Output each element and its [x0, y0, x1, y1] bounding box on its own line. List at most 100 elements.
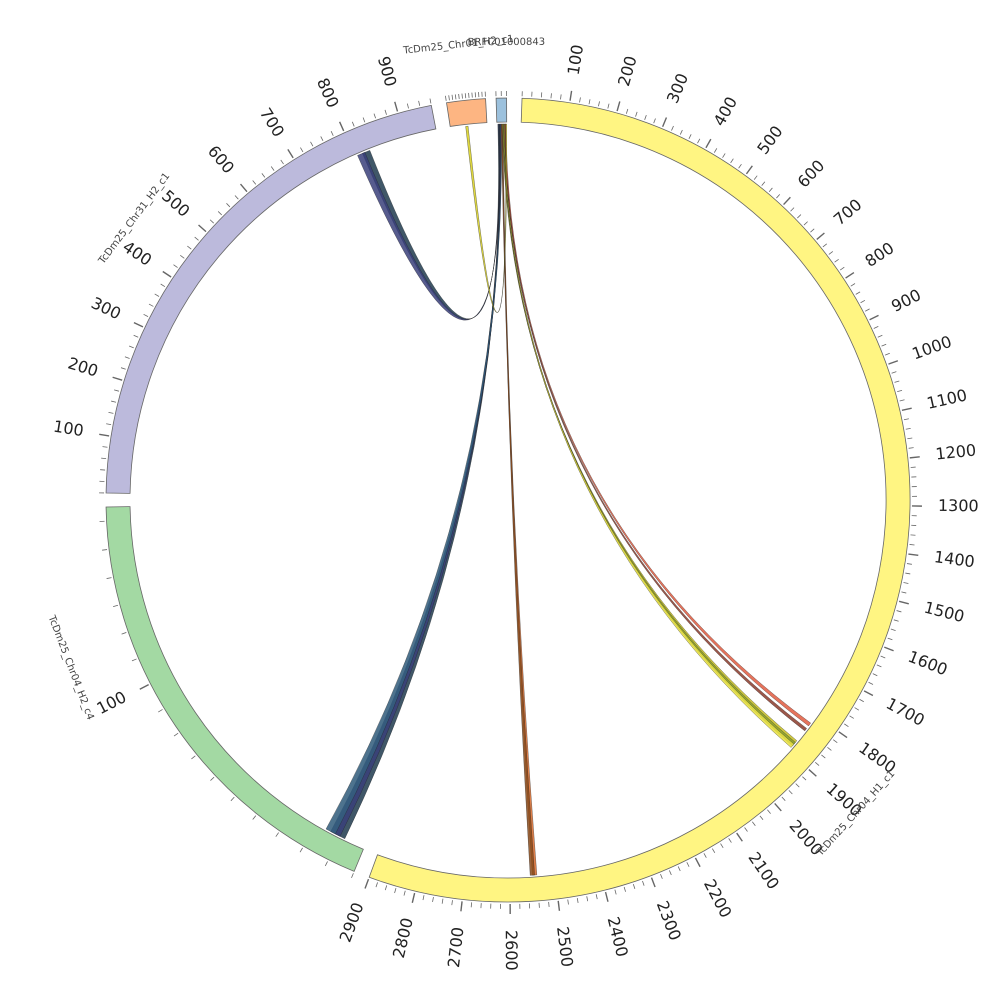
major-tick: [652, 878, 656, 887]
minor-tick: [762, 182, 765, 186]
minor-tick: [904, 419, 909, 420]
major-tick: [695, 858, 700, 867]
minor-tick: [125, 357, 130, 359]
minor-tick: [829, 251, 833, 254]
minor-tick: [909, 448, 914, 449]
minor-tick: [877, 665, 882, 667]
chromosome-label-0: TcDm25_Chr04_H1_c1: [814, 769, 897, 860]
major-tick: [395, 102, 398, 112]
minor-tick: [782, 797, 785, 801]
minor-tick: [878, 335, 883, 337]
chromosome-label-4: BRFC01000843: [468, 37, 545, 48]
major-tick: [288, 149, 293, 157]
minor-tick: [465, 93, 466, 98]
major-tick: [365, 879, 368, 888]
minor-tick: [442, 899, 443, 904]
major-tick: [134, 323, 143, 327]
minor-tick: [596, 894, 597, 899]
major-tick: [163, 271, 171, 277]
minor-tick: [187, 246, 191, 249]
minor-tick: [888, 638, 893, 640]
major-tick: [809, 770, 816, 777]
major-tick: [199, 225, 206, 232]
minor-tick: [865, 309, 869, 311]
major-tick: [746, 166, 752, 174]
minor-tick: [113, 605, 118, 606]
links-layer: [326, 124, 811, 875]
minor-tick: [714, 148, 717, 152]
tick-label: 2600: [502, 930, 521, 971]
minor-tick: [900, 400, 905, 401]
tick-label: 100: [564, 43, 587, 76]
major-tick: [817, 233, 825, 239]
link-ribbon-5: [501, 124, 537, 875]
minor-tick: [855, 708, 859, 711]
minor-tick: [752, 822, 755, 826]
minor-tick: [433, 897, 434, 902]
minor-tick: [796, 784, 800, 788]
tick-label: 600: [794, 156, 829, 191]
major-tick: [888, 361, 897, 364]
major-tick: [784, 197, 791, 204]
major-tick: [617, 101, 620, 111]
minor-tick: [910, 544, 915, 545]
major-tick: [870, 315, 879, 319]
minor-tick: [161, 284, 165, 287]
minor-tick: [235, 195, 238, 199]
minor-tick: [769, 188, 772, 192]
major-tick: [908, 554, 918, 555]
minor-tick: [580, 97, 581, 102]
tick-label: 400: [710, 93, 742, 129]
minor-tick: [678, 866, 680, 871]
tick-label: 900: [888, 285, 924, 316]
minor-tick: [645, 115, 647, 120]
minor-tick: [452, 95, 453, 100]
chromosome-arc-2: [106, 105, 436, 493]
tick-label: 2800: [389, 916, 417, 960]
minor-tick: [680, 130, 682, 135]
chromosome-arc-4: [496, 98, 507, 122]
minor-tick: [906, 428, 911, 429]
minor-tick: [654, 119, 656, 124]
minor-tick: [642, 881, 644, 886]
major-tick: [340, 122, 344, 131]
minor-tick: [671, 126, 673, 131]
minor-tick: [158, 709, 162, 712]
minor-tick: [892, 372, 897, 374]
minor-tick: [568, 900, 569, 905]
minor-tick: [404, 891, 405, 896]
tick-label: 200: [614, 54, 641, 89]
minor-tick: [262, 173, 265, 177]
major-tick: [839, 732, 847, 738]
minor-tick: [310, 142, 312, 146]
major-tick: [140, 685, 149, 690]
major-tick: [775, 803, 782, 811]
minor-tick: [210, 220, 214, 223]
major-tick: [899, 601, 909, 604]
minor-tick: [129, 346, 134, 348]
minor-tick: [218, 211, 222, 215]
minor-tick: [907, 564, 912, 565]
chromosome-layer: [106, 98, 910, 902]
minor-tick: [210, 777, 214, 780]
minor-tick: [608, 104, 609, 109]
minor-tick: [850, 716, 854, 719]
minor-tick: [894, 620, 899, 621]
tick-label: 600: [204, 142, 238, 178]
minor-tick: [395, 888, 396, 893]
minor-tick: [615, 890, 616, 895]
major-tick: [113, 377, 123, 380]
tick-label: 1600: [905, 647, 950, 680]
chromosome-arc-1: [106, 507, 363, 872]
minor-tick: [624, 887, 625, 892]
minor-tick: [121, 368, 126, 370]
minor-tick: [767, 810, 770, 814]
major-tick: [558, 901, 559, 911]
minor-tick: [881, 656, 886, 658]
minor-tick: [633, 884, 635, 889]
chromosome-arc-3: [446, 99, 486, 127]
minor-tick: [802, 777, 806, 780]
minor-tick: [636, 112, 638, 117]
link-ribbon-4: [326, 124, 502, 834]
